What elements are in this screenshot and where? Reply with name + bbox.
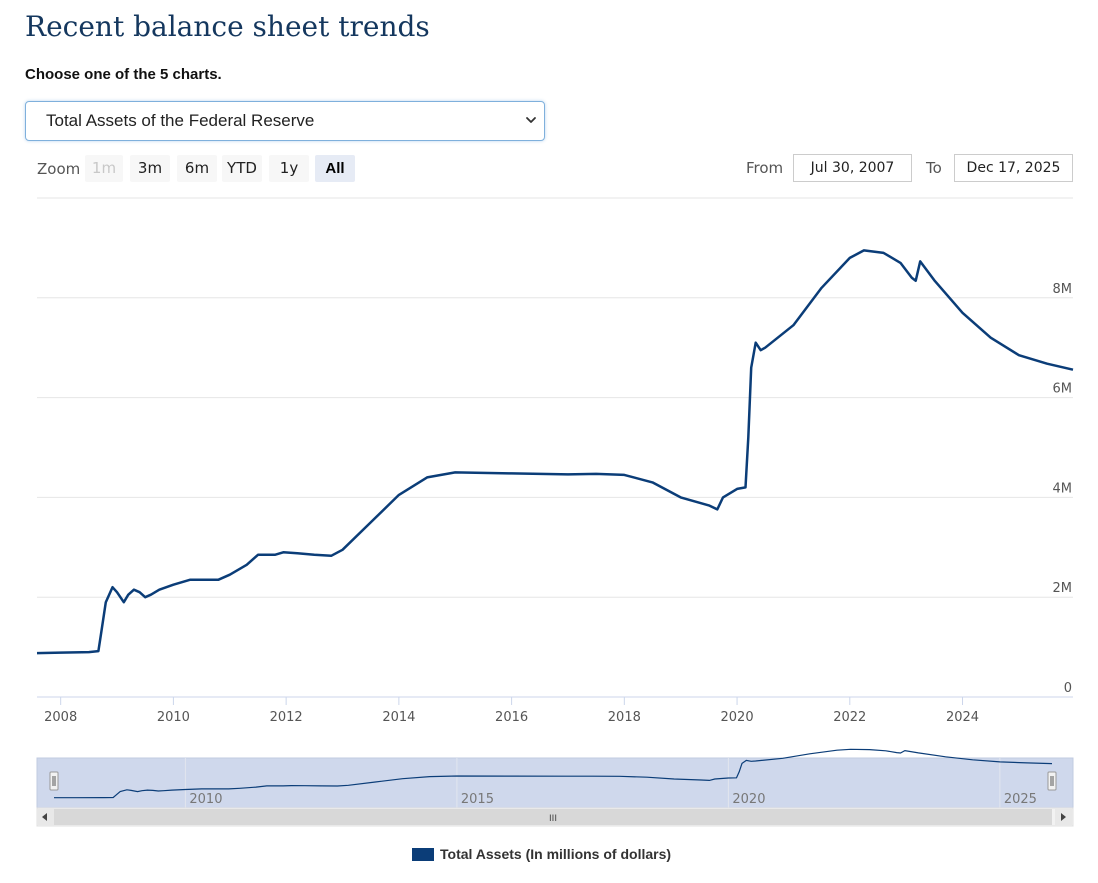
zoom-ytd-button[interactable]: YTD — [222, 155, 262, 182]
from-label: From — [746, 159, 784, 177]
legend-swatch — [412, 847, 434, 861]
navigator-tick-label: 2025 — [1004, 792, 1037, 807]
y-tick-label: 0 — [1064, 681, 1072, 696]
x-tick-label: 2024 — [946, 710, 979, 725]
zoom-label: Zoom — [37, 160, 81, 178]
navigator-left-handle[interactable] — [49, 771, 59, 791]
y-tick-label: 4M — [1053, 481, 1073, 496]
y-tick-label: 6M — [1053, 382, 1073, 397]
x-tick-label: 2020 — [721, 710, 754, 725]
scrollbar-grip-icon: III — [549, 814, 557, 824]
y-tick-label: 2M — [1053, 581, 1073, 596]
scroll-right-arrow-icon — [1061, 813, 1066, 821]
series-line-total-assets — [36, 249, 1074, 655]
zoom-6m-button[interactable]: 6m — [177, 155, 217, 182]
x-tick-label: 2022 — [833, 710, 866, 725]
chart-chooser-instruction: Choose one of the 5 charts. — [25, 66, 222, 83]
chevron-down-icon — [526, 117, 536, 123]
to-label: To — [926, 159, 942, 177]
navigator-window[interactable] — [36, 757, 1074, 809]
x-tick-label: 2012 — [270, 710, 303, 725]
zoom-1y-button[interactable]: 1y — [269, 155, 309, 182]
y-tick-label: 8M — [1053, 282, 1073, 297]
zoom-3m-button[interactable]: 3m — [130, 155, 170, 182]
x-tick-label: 2014 — [382, 710, 415, 725]
chart-select-value: Total Assets of the Federal Reserve — [46, 111, 315, 130]
x-tick-label: 2016 — [495, 710, 528, 725]
scroll-left-arrow-icon — [42, 813, 47, 821]
zoom-all-button[interactable]: All — [315, 155, 355, 182]
chart-select-dropdown[interactable]: Total Assets of the Federal Reserve — [25, 101, 545, 141]
x-tick-label: 2018 — [608, 710, 641, 725]
to-date-input[interactable]: Dec 17, 2025 — [954, 154, 1073, 182]
x-tick-label: 2010 — [157, 710, 190, 725]
from-date-input[interactable]: Jul 30, 2007 — [793, 154, 912, 182]
x-tick-label: 2008 — [44, 710, 77, 725]
legend-item-total-assets[interactable]: Total Assets (In millions of dollars) — [412, 846, 671, 862]
navigator-tick-label: 2020 — [732, 792, 765, 807]
legend-label: Total Assets (In millions of dollars) — [440, 846, 672, 862]
navigator-series-line — [54, 748, 1053, 799]
zoom-1m-button[interactable]: 1m — [85, 155, 123, 182]
navigator-right-handle[interactable] — [1047, 771, 1057, 791]
navigator-tick-label: 2015 — [461, 792, 494, 807]
scrollbar-thumb[interactable] — [54, 809, 1052, 825]
page-title: Recent balance sheet trends — [25, 10, 430, 43]
navigator-tick-label: 2010 — [189, 792, 222, 807]
